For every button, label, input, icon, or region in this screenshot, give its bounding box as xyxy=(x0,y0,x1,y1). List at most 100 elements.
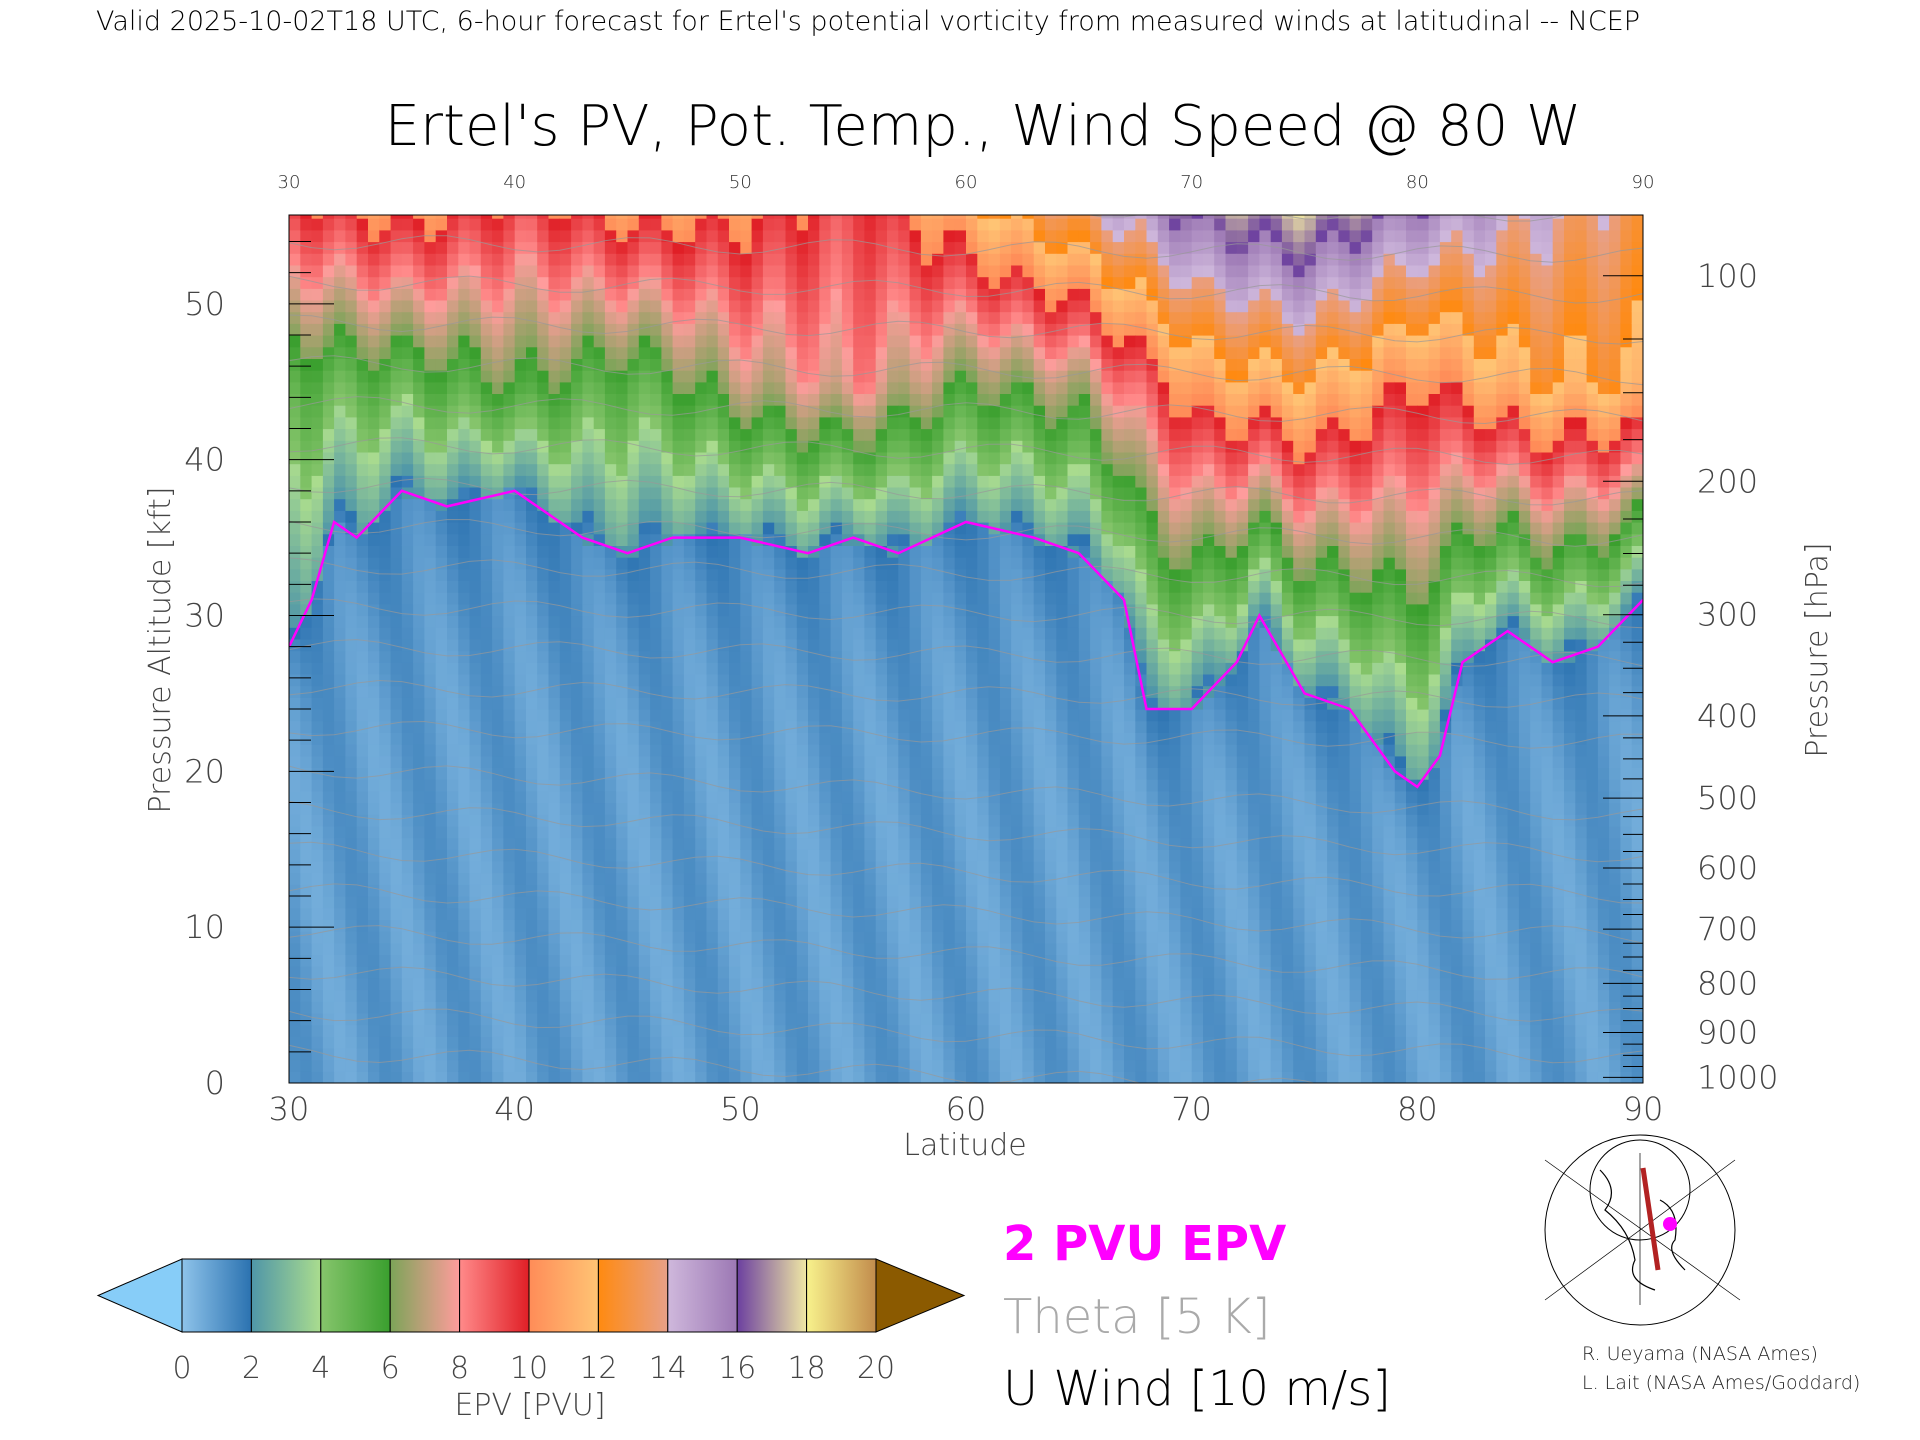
epv-cell xyxy=(368,370,380,383)
epv-cell xyxy=(458,638,471,652)
epv-cell xyxy=(424,533,437,546)
epv-cell xyxy=(469,907,482,920)
epv-cell xyxy=(503,720,516,733)
epv-cell xyxy=(954,299,967,313)
epv-cell xyxy=(368,755,380,768)
epv-cell xyxy=(717,1001,730,1014)
epv-cell xyxy=(559,942,572,955)
epv-cell xyxy=(808,592,820,605)
epv-cell xyxy=(559,475,572,488)
epv-cell xyxy=(920,697,933,710)
epv-cell xyxy=(571,580,583,593)
epv-cell xyxy=(390,685,403,698)
epv-cell xyxy=(661,814,674,827)
epv-cell xyxy=(954,1071,967,1083)
epv-cell xyxy=(537,229,550,243)
epv-cell xyxy=(672,463,685,476)
epv-cell xyxy=(526,533,538,546)
epv-cell xyxy=(435,755,448,768)
epv-cell xyxy=(616,299,629,313)
epv-cell xyxy=(717,814,730,827)
epv-cell xyxy=(1011,767,1023,780)
epv-cell xyxy=(830,767,843,780)
epv-cell xyxy=(413,1001,425,1014)
epv-cell xyxy=(356,1059,369,1072)
epv-cell xyxy=(435,1012,448,1026)
epv-cell xyxy=(604,603,617,617)
epv-cell xyxy=(1022,627,1035,640)
epv-cell xyxy=(796,1024,809,1037)
epv-cell xyxy=(864,1036,877,1049)
epv-cell xyxy=(762,335,775,348)
epv-cell xyxy=(830,1024,843,1037)
epv-cell xyxy=(706,510,719,523)
epv-cell xyxy=(853,229,866,243)
epv-cell xyxy=(898,323,911,336)
epv-cell xyxy=(740,650,753,663)
epv-cell xyxy=(943,533,956,546)
epv-cell xyxy=(966,673,978,687)
epv-cell xyxy=(1022,767,1035,780)
epv-cell xyxy=(593,989,606,1002)
epv-cell xyxy=(695,358,708,371)
epv-cell xyxy=(356,253,369,266)
epv-cell xyxy=(751,837,764,850)
epv-cell xyxy=(559,358,572,371)
epv-cell xyxy=(413,989,425,1002)
epv-cell xyxy=(368,1071,380,1083)
epv-cell xyxy=(683,358,696,371)
epv-cell xyxy=(785,954,798,967)
epv-cell xyxy=(582,1036,595,1049)
epv-cell xyxy=(819,603,832,617)
epv-cell xyxy=(988,720,1001,733)
epv-cell xyxy=(311,837,324,850)
epv-cell xyxy=(661,662,674,675)
epv-cell xyxy=(390,522,403,535)
epv-cell xyxy=(830,662,843,675)
epv-cell xyxy=(819,299,832,313)
epv-cell xyxy=(300,381,313,394)
epv-cell xyxy=(582,638,595,652)
epv-cell xyxy=(379,451,392,465)
epv-cell xyxy=(887,323,899,336)
epv-cell xyxy=(819,966,832,979)
epv-cell xyxy=(638,218,651,231)
epv-cell xyxy=(943,276,956,289)
epv-cell xyxy=(1022,253,1035,266)
epv-cell xyxy=(390,299,403,313)
epv-cell xyxy=(774,697,787,710)
epv-cell xyxy=(695,370,708,383)
epv-cell xyxy=(841,884,854,897)
epv-cell xyxy=(695,931,708,944)
epv-cell xyxy=(390,650,403,663)
epv-cell xyxy=(875,849,888,862)
epv-cell xyxy=(526,662,538,675)
epv-cell xyxy=(966,977,978,991)
epv-cell xyxy=(368,954,380,967)
epv-cell xyxy=(672,568,685,581)
epv-cell xyxy=(864,954,877,967)
epv-cell xyxy=(492,288,504,301)
epv-cell xyxy=(841,779,854,792)
epv-cell xyxy=(988,1059,1001,1072)
epv-cell xyxy=(887,685,899,698)
epv-cell xyxy=(469,966,482,979)
epv-cell xyxy=(661,802,674,815)
epv-cell xyxy=(954,685,967,698)
epv-cell xyxy=(503,673,516,687)
epv-cell xyxy=(368,709,380,722)
epv-cell xyxy=(864,872,877,885)
epv-cell xyxy=(830,416,843,430)
epv-cell xyxy=(537,685,550,698)
epv-cell xyxy=(537,358,550,371)
epv-cell xyxy=(830,1036,843,1049)
epv-cell xyxy=(503,872,516,885)
epv-cell xyxy=(898,498,911,511)
epv-cell xyxy=(469,673,482,687)
epv-cell xyxy=(300,510,313,523)
epv-cell xyxy=(345,709,358,722)
epv-cell xyxy=(762,685,775,698)
epv-cell xyxy=(683,709,696,722)
epv-cell xyxy=(774,872,787,885)
epv-cell xyxy=(480,568,493,581)
